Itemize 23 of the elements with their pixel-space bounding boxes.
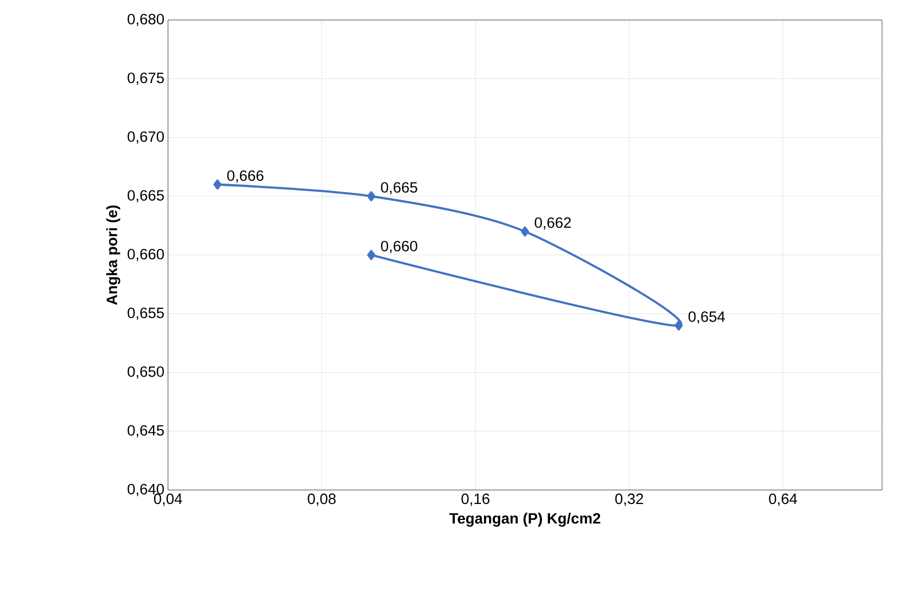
point — [367, 191, 376, 202]
point — [674, 320, 683, 331]
x-tick-label: 0,16 — [462, 494, 490, 506]
y-tick-label: 0,660 — [128, 248, 164, 262]
y-tick-label: 0,650 — [128, 366, 164, 379]
y-tick-label: 0,675 — [128, 72, 164, 85]
x-tick-label: 0,08 — [308, 494, 336, 506]
y-tick-label: 0,655 — [128, 308, 164, 320]
data-label: 0,660 — [381, 240, 418, 254]
data-label: 0,654 — [688, 311, 725, 324]
y-tick-label: 0,665 — [128, 190, 164, 202]
y-tick-label: 0,680 — [128, 14, 164, 26]
y-tick-label: 0,670 — [128, 131, 164, 144]
data-label: 0,662 — [534, 217, 571, 230]
data-label: 0,665 — [381, 182, 418, 194]
x-tick-label: 0,32 — [615, 494, 644, 506]
data-label: 0,666 — [227, 170, 264, 183]
x-axis-title: Tegangan (P) Kg/cm2 — [449, 512, 600, 527]
point — [520, 226, 530, 237]
x-tick-label: 0,64 — [769, 494, 798, 506]
point — [213, 179, 222, 190]
y-axis-title: Angka pori (e) — [106, 206, 120, 305]
y-tick-label: 0,645 — [128, 425, 164, 438]
